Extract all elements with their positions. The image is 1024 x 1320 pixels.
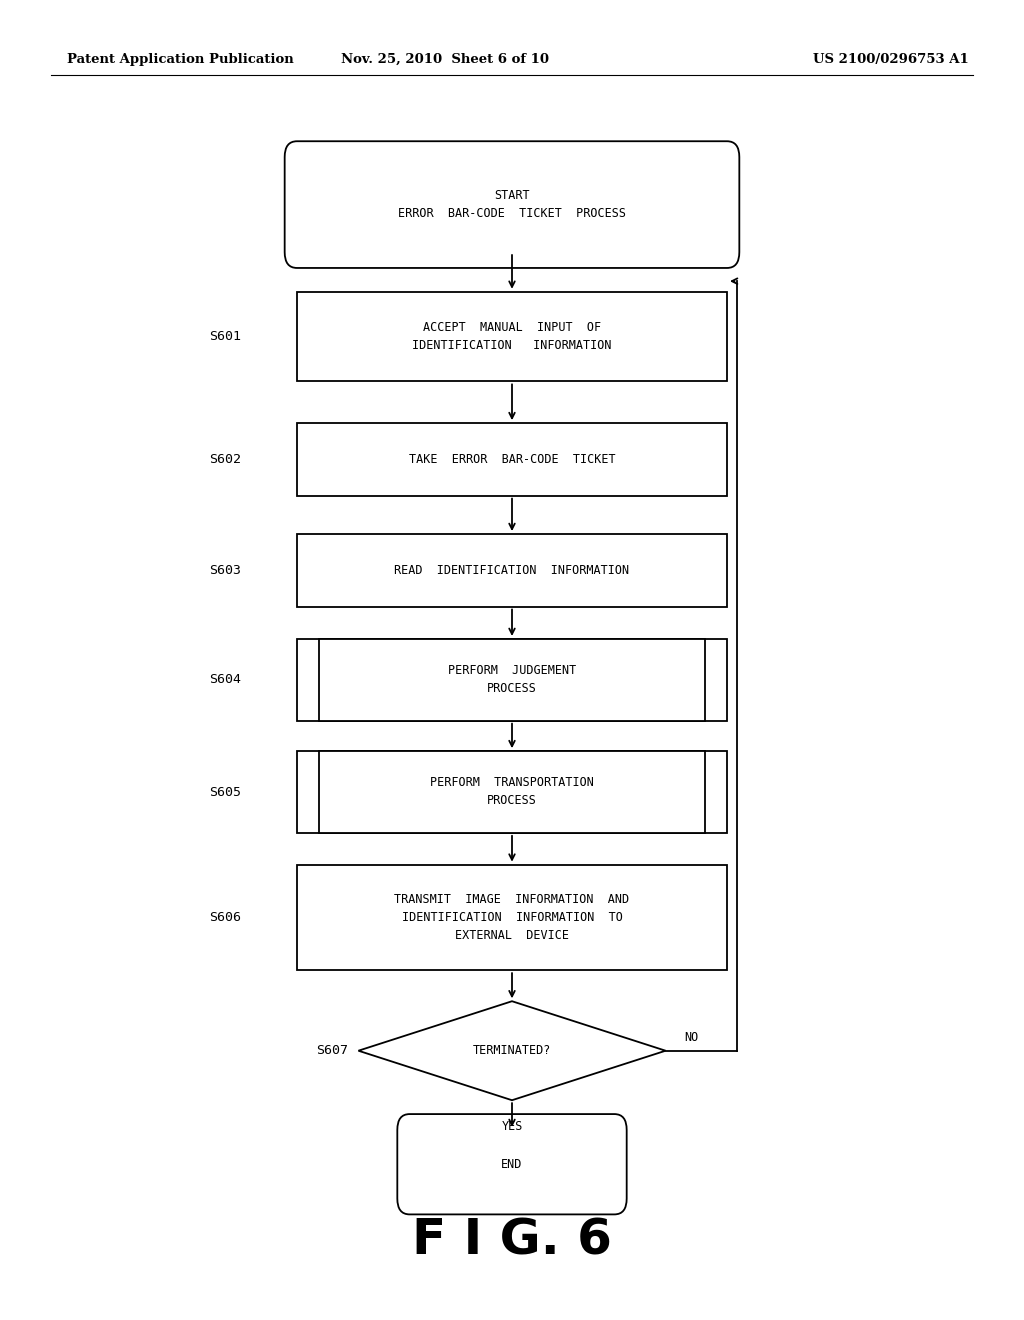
Text: ACCEPT  MANUAL  INPUT  OF
IDENTIFICATION   INFORMATION: ACCEPT MANUAL INPUT OF IDENTIFICATION IN… xyxy=(413,321,611,352)
Text: START
ERROR  BAR-CODE  TICKET  PROCESS: START ERROR BAR-CODE TICKET PROCESS xyxy=(398,189,626,220)
Text: TERMINATED?: TERMINATED? xyxy=(473,1044,551,1057)
Bar xyxy=(297,535,727,607)
Text: PERFORM  TRANSPORTATION
PROCESS: PERFORM TRANSPORTATION PROCESS xyxy=(430,776,594,808)
Text: S601: S601 xyxy=(209,330,241,343)
Text: S606: S606 xyxy=(209,911,241,924)
Bar xyxy=(297,422,727,495)
Bar xyxy=(297,292,727,381)
Text: S607: S607 xyxy=(316,1044,348,1057)
Text: READ  IDENTIFICATION  INFORMATION: READ IDENTIFICATION INFORMATION xyxy=(394,564,630,577)
Bar xyxy=(319,751,705,833)
Text: END: END xyxy=(502,1158,522,1171)
Text: TRANSMIT  IMAGE  INFORMATION  AND
IDENTIFICATION  INFORMATION  TO
EXTERNAL  DEVI: TRANSMIT IMAGE INFORMATION AND IDENTIFIC… xyxy=(394,892,630,942)
Text: Patent Application Publication: Patent Application Publication xyxy=(67,53,293,66)
Polygon shape xyxy=(358,1001,666,1101)
Bar xyxy=(297,639,727,721)
Bar xyxy=(297,865,727,970)
Text: US 2100/0296753 A1: US 2100/0296753 A1 xyxy=(813,53,969,66)
Text: S603: S603 xyxy=(209,564,241,577)
FancyBboxPatch shape xyxy=(285,141,739,268)
Text: TAKE  ERROR  BAR-CODE  TICKET: TAKE ERROR BAR-CODE TICKET xyxy=(409,453,615,466)
Text: S604: S604 xyxy=(209,673,241,686)
Text: PERFORM  JUDGEMENT
PROCESS: PERFORM JUDGEMENT PROCESS xyxy=(447,664,577,696)
Text: S605: S605 xyxy=(209,785,241,799)
FancyBboxPatch shape xyxy=(397,1114,627,1214)
Text: Nov. 25, 2010  Sheet 6 of 10: Nov. 25, 2010 Sheet 6 of 10 xyxy=(341,53,550,66)
Bar xyxy=(319,639,705,721)
Text: NO: NO xyxy=(684,1031,698,1044)
Text: YES: YES xyxy=(502,1121,522,1133)
Bar xyxy=(297,751,727,833)
Text: S602: S602 xyxy=(209,453,241,466)
Text: F I G. 6: F I G. 6 xyxy=(412,1217,612,1265)
